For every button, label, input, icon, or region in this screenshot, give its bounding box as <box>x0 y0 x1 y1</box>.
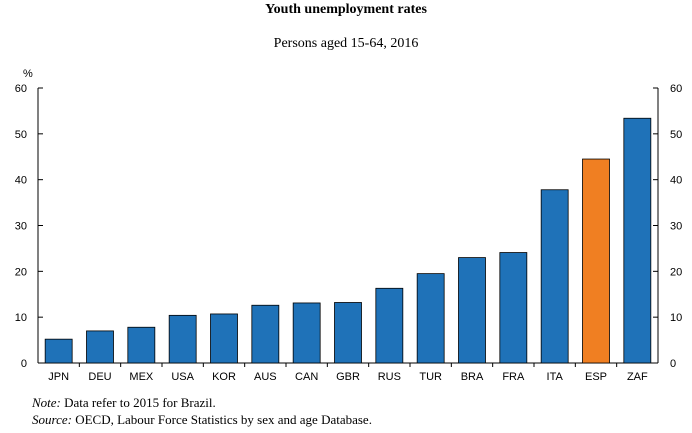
source-label: Source: <box>32 412 72 427</box>
bar-bra <box>458 257 486 364</box>
x-tick-label-kor: KOR <box>212 371 236 383</box>
y-tick-label-left: 30 <box>15 221 27 233</box>
y-tick-label-left: 20 <box>15 266 27 278</box>
y-tick-label-right: 20 <box>670 266 682 278</box>
bar-mex <box>127 326 156 364</box>
x-tick-label-fra: FRA <box>502 371 525 383</box>
y-tick-label-right: 60 <box>670 83 682 95</box>
bar-rus <box>375 287 404 364</box>
x-tick-label-deu: DEU <box>88 371 111 383</box>
bar-usa <box>168 314 197 364</box>
x-tick-label-bra: BRA <box>461 371 484 383</box>
source-text: OECD, Labour Force Statistics by sex and… <box>75 412 372 427</box>
chart-title: Youth unemployment rates <box>265 2 427 17</box>
x-tick-label-gbr: GBR <box>336 371 360 383</box>
x-tick-label-rus: RUS <box>378 371 401 383</box>
x-tick-label-esp: ESP <box>585 371 607 383</box>
y-tick-label-right: 50 <box>670 129 682 141</box>
bar-aus <box>251 304 280 364</box>
bar-ita <box>540 189 569 364</box>
chart-subtitle: Persons aged 15-64, 2016 <box>273 36 419 51</box>
x-tick-label-jpn: JPN <box>48 371 69 383</box>
note-label: Note: <box>32 395 61 410</box>
chart-notes: Note: Data refer to 2015 for Brazil. Sou… <box>32 394 372 428</box>
y-axis-unit: % <box>23 68 33 80</box>
bar-esp <box>582 158 610 364</box>
bar-kor <box>210 313 238 364</box>
y-tick-label-right: 10 <box>670 312 682 324</box>
bar-fra <box>499 252 528 364</box>
y-tick-label-right: 0 <box>670 358 676 370</box>
x-tick-label-aus: AUS <box>254 371 277 383</box>
y-tick-label-left: 60 <box>15 83 27 95</box>
note-line: Note: Data refer to 2015 for Brazil. <box>32 394 372 411</box>
x-tick-label-usa: USA <box>171 371 194 383</box>
x-tick-label-mex: MEX <box>129 371 154 383</box>
x-tick-label-can: CAN <box>295 371 318 383</box>
y-tick-label-right: 40 <box>670 175 682 187</box>
bar-deu <box>86 330 114 364</box>
y-tick-label-left: 0 <box>21 358 27 370</box>
x-tick-label-ita: ITA <box>547 371 564 383</box>
bar-can <box>292 302 321 364</box>
bar-tur <box>416 273 445 364</box>
x-tick-label-tur: TUR <box>419 371 442 383</box>
bar-zaf <box>623 117 652 364</box>
y-tick-label-left: 40 <box>15 175 27 187</box>
bar-jpn <box>44 338 73 364</box>
note-text: Data refer to 2015 for Brazil. <box>64 395 216 410</box>
y-tick-label-left: 10 <box>15 312 27 324</box>
source-line: Source: OECD, Labour Force Statistics by… <box>32 411 372 428</box>
x-tick-label-zaf: ZAF <box>627 371 648 383</box>
bar-gbr <box>334 302 362 364</box>
y-tick-label-left: 50 <box>15 129 27 141</box>
y-tick-label-right: 30 <box>670 221 682 233</box>
